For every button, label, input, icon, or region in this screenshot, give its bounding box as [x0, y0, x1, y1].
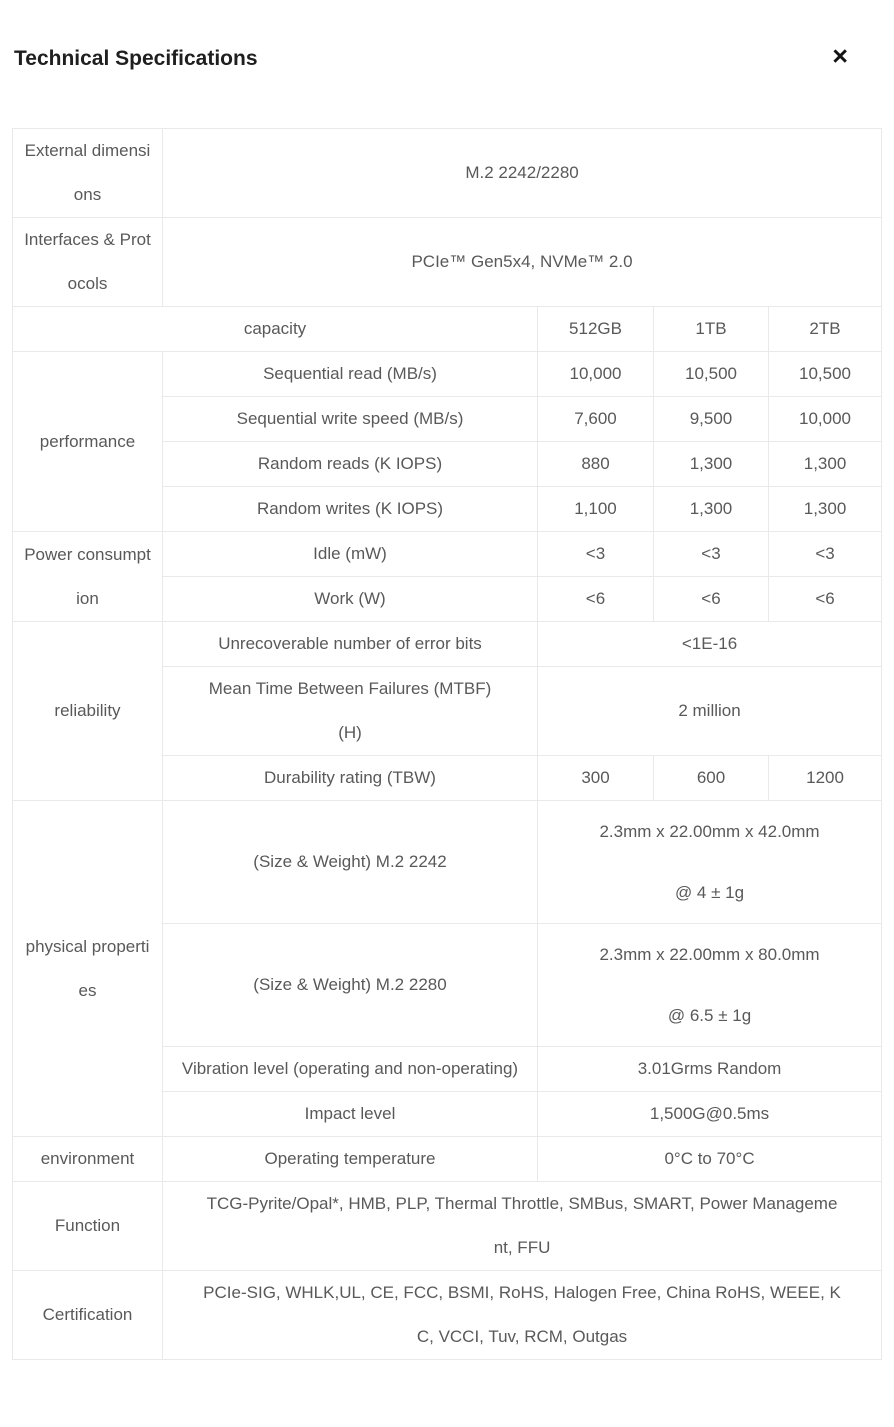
idle-power-label: Idle (mW): [162, 531, 538, 577]
durability-1tb: 600: [653, 755, 769, 801]
size-2280: 2.3mm x 22.00mm x 80.0mm: [599, 945, 820, 964]
work-power-label: Work (W): [162, 576, 538, 622]
spec-table-container: External dimensions M.2 2242/2280 Interf…: [12, 128, 883, 1360]
sequential-read-label: Sequential read (MB/s): [162, 351, 538, 397]
sequential-read-2tb: 10,500: [767, 351, 883, 397]
size-weight-2242-label: (Size & Weight) M.2 2242: [162, 800, 538, 924]
row-external-dimensions: External dimensions M.2 2242/2280: [12, 128, 883, 218]
row-environment: environment Operating temperature 0°C to…: [12, 1136, 883, 1182]
sequential-write-2tb: 10,000: [767, 396, 883, 442]
random-reads-512gb: 880: [537, 441, 654, 487]
environment-group-label: environment: [12, 1136, 163, 1182]
size-weight-2280-label: (Size & Weight) M.2 2280: [162, 923, 538, 1047]
work-power-2tb: <6: [767, 576, 883, 622]
row-sequential-write: Sequential write speed (MB/s) 7,600 9,50…: [13, 396, 883, 442]
certification-label: Certification: [12, 1270, 163, 1360]
row-function: Function TCG-Pyrite/Opal*, HMB, PLP, The…: [12, 1181, 883, 1271]
row-size-weight-2242: physical properties (Size & Weight) M.2 …: [12, 800, 883, 1137]
operating-temperature-label: Operating temperature: [162, 1136, 538, 1182]
row-capacity-header: capacity 512GB 1TB 2TB: [12, 306, 883, 352]
random-writes-1tb: 1,300: [653, 486, 769, 532]
idle-power-512gb: <3: [537, 531, 654, 577]
spec-table: External dimensions M.2 2242/2280 Interf…: [12, 128, 883, 1360]
certification-value: PCIe-SIG, WHLK,UL, CE, FCC, BSMI, RoHS, …: [161, 1270, 883, 1360]
impact-value: 1,500G@0.5ms: [536, 1091, 883, 1137]
interfaces-label: Interfaces & Protocols: [12, 217, 163, 307]
row-size-weight-2280: (Size & Weight) M.2 2280 2.3mm x 22.00mm…: [13, 923, 883, 1047]
durability-512gb: 300: [537, 755, 654, 801]
row-random-reads: Random reads (K IOPS) 880 1,300 1,300: [13, 441, 883, 487]
random-writes-512gb: 1,100: [537, 486, 654, 532]
sequential-write-1tb: 9,500: [653, 396, 769, 442]
size-weight-2242-value: 2.3mm x 22.00mm x 42.0mm @ 4 ± 1g: [536, 800, 883, 924]
capacity-512gb: 512GB: [537, 306, 654, 352]
interfaces-value: PCIe™ Gen5x4, NVMe™ 2.0: [161, 217, 883, 307]
durability-label: Durability rating (TBW): [162, 755, 538, 801]
vibration-value: 3.01Grms Random: [536, 1046, 883, 1092]
physical-group-label: physical properties: [12, 800, 163, 1137]
row-random-writes: Random writes (K IOPS) 1,100 1,300 1,300: [13, 486, 883, 532]
page-title: Technical Specifications: [14, 46, 258, 70]
sequential-read-512gb: 10,000: [537, 351, 654, 397]
operating-temperature-value: 0°C to 70°C: [536, 1136, 883, 1182]
size-2242: 2.3mm x 22.00mm x 42.0mm: [599, 822, 820, 841]
work-power-512gb: <6: [537, 576, 654, 622]
error-bits-label: Unrecoverable number of error bits: [162, 621, 538, 667]
work-power-1tb: <6: [653, 576, 769, 622]
function-value: TCG-Pyrite/Opal*, HMB, PLP, Thermal Thro…: [161, 1181, 883, 1271]
row-certification: Certification PCIe-SIG, WHLK,UL, CE, FCC…: [12, 1270, 883, 1360]
capacity-2tb: 2TB: [767, 306, 883, 352]
random-writes-2tb: 1,300: [767, 486, 883, 532]
impact-label: Impact level: [162, 1091, 538, 1137]
capacity-1tb: 1TB: [653, 306, 769, 352]
mtbf-label: Mean Time Between Failures (MTBF) (H): [162, 666, 538, 756]
row-vibration: Vibration level (operating and non-opera…: [13, 1046, 883, 1092]
row-idle-power: Power consumption Idle (mW) <3 <3 <3: [12, 531, 883, 622]
error-bits-value: <1E-16: [536, 621, 883, 667]
modal-header: Technical Specifications ×: [0, 0, 894, 71]
sequential-write-512gb: 7,600: [537, 396, 654, 442]
random-writes-label: Random writes (K IOPS): [162, 486, 538, 532]
row-error-bits: reliability Unrecoverable number of erro…: [12, 621, 883, 801]
power-group-label: Power consumption: [12, 531, 163, 622]
weight-2242: @ 4 ± 1g: [674, 883, 745, 902]
random-reads-label: Random reads (K IOPS): [162, 441, 538, 487]
row-interfaces: Interfaces & Protocols PCIe™ Gen5x4, NVM…: [12, 217, 883, 307]
vibration-label: Vibration level (operating and non-opera…: [162, 1046, 538, 1092]
idle-power-2tb: <3: [767, 531, 883, 577]
close-icon: ×: [832, 41, 848, 71]
weight-2280: @ 6.5 ± 1g: [667, 1006, 752, 1025]
external-dimensions-label: External dimensions: [12, 128, 163, 218]
reliability-group-label: reliability: [12, 621, 163, 801]
sequential-write-label: Sequential write speed (MB/s): [162, 396, 538, 442]
capacity-label: capacity: [12, 306, 538, 352]
function-label: Function: [12, 1181, 163, 1271]
durability-2tb: 1200: [767, 755, 883, 801]
random-reads-2tb: 1,300: [767, 441, 883, 487]
row-work-power: Work (W) <6 <6 <6: [13, 576, 883, 622]
random-reads-1tb: 1,300: [653, 441, 769, 487]
mtbf-value: 2 million: [536, 666, 883, 756]
performance-group-label: performance: [12, 351, 163, 532]
sequential-read-1tb: 10,500: [653, 351, 769, 397]
row-mtbf: Mean Time Between Failures (MTBF) (H) 2 …: [13, 666, 883, 756]
idle-power-1tb: <3: [653, 531, 769, 577]
size-weight-2280-value: 2.3mm x 22.00mm x 80.0mm @ 6.5 ± 1g: [536, 923, 883, 1047]
external-dimensions-value: M.2 2242/2280: [161, 128, 883, 218]
row-durability: Durability rating (TBW) 300 600 1200: [13, 755, 883, 801]
row-sequential-read: performance Sequential read (MB/s) 10,00…: [12, 351, 883, 532]
close-button[interactable]: ×: [832, 41, 848, 71]
